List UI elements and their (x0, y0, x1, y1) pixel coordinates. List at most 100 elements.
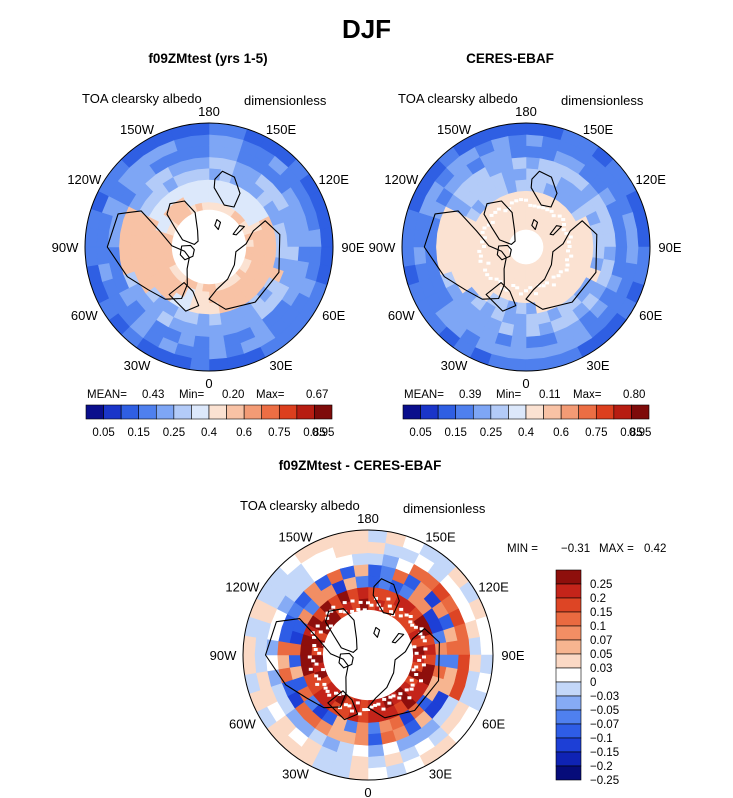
panel3-min-label: MIN = (507, 543, 538, 555)
colorbar-tick-label: 0.85 (303, 427, 325, 439)
colorbar-box (472, 404, 492, 420)
coastline-canada (423, 210, 507, 300)
lon-label-90e: 90E (658, 240, 681, 255)
coastline-canadian-islands (338, 652, 354, 669)
coastlines (423, 170, 598, 312)
colorbar-box (420, 404, 439, 420)
coastline-alaska (485, 282, 517, 312)
colorbar-box (560, 404, 580, 420)
colorbar-box (555, 695, 582, 711)
coastline-siberia (367, 628, 440, 719)
lon-label-90w: 90W (52, 240, 79, 255)
colorbar-box (525, 404, 544, 420)
lon-label-60w: 60W (229, 717, 256, 732)
lon-label-30e: 30E (586, 358, 609, 373)
colorbar-box (543, 404, 562, 420)
colorbar-box (555, 681, 582, 697)
panel3-min-value: −0.31 (561, 543, 591, 555)
colorbar-box (555, 569, 582, 585)
panel1-max-label: Max= (256, 389, 285, 401)
lon-label-60e: 60E (639, 308, 662, 323)
colorbar-box (490, 404, 509, 420)
coastline-canadian-islands (179, 244, 195, 261)
coastline-scandinavia (530, 170, 558, 208)
lon-label-30e: 30E (269, 358, 292, 373)
panel1-polar-map: 180 150E 120E 90E 60E 30E 0 30W 60W 90W 120W 150W (52, 104, 365, 391)
panel1-max-value: 0.67 (306, 389, 329, 401)
lon-label-0: 0 (364, 785, 371, 798)
colorbar-box (120, 404, 140, 420)
lon-label-60w: 60W (388, 308, 415, 323)
panel3-units-label: dimensionless (403, 501, 486, 516)
panel2-mean-label: MEAN= (404, 389, 444, 401)
colorbar-box (138, 404, 157, 420)
colorbar-box (243, 404, 263, 420)
lon-label-180: 180 (515, 104, 537, 119)
colorbar-tick-label: −0.05 (590, 705, 619, 717)
colorbar-tick-label: −0.15 (590, 747, 619, 759)
lon-label-30e: 30E (429, 767, 452, 782)
figure-title: DJF (341, 14, 392, 44)
colorbar-box (555, 723, 582, 739)
colorbar-tick-label: 0.4 (201, 427, 218, 439)
lon-label-120e: 120E (319, 172, 350, 187)
missing-data-pole (508, 229, 544, 265)
coastline-siberia (208, 220, 281, 310)
colorbar-box (578, 404, 597, 420)
coastline-svalbard (214, 219, 222, 231)
coastline-svalbard (531, 219, 539, 231)
lon-label-90e: 90E (341, 240, 364, 255)
panel2-title: CERES-EBAF (466, 51, 554, 66)
colorbar-box (191, 404, 210, 420)
panel2-min-value: 0.11 (539, 389, 561, 401)
lon-label-120e: 120E (478, 580, 509, 595)
colorbar-tick-label: 0.95 (629, 427, 651, 439)
colorbar-box (173, 404, 192, 420)
lon-label-30w: 30W (441, 358, 468, 373)
coastline-novaya-zemlya (391, 632, 405, 644)
colorbar-box (595, 404, 615, 420)
panel3-variable-label: TOA clearsky albedo (240, 498, 360, 513)
colorbar-tick-label: 0.05 (590, 649, 612, 661)
field-layer (402, 123, 650, 371)
coastline-alaska (327, 690, 359, 721)
colorbar-tick-label: 0.25 (590, 579, 612, 591)
coastline-canada (264, 618, 349, 709)
colorbar-box (555, 737, 582, 753)
colorbar-box (278, 404, 298, 420)
lon-label-150e: 150E (583, 122, 614, 137)
lon-label-150w: 150W (437, 122, 472, 137)
colorbar-tick-label: 0.25 (163, 427, 185, 439)
colorbar-tick-label: −0.1 (590, 733, 613, 745)
lon-label-60e: 60E (482, 717, 505, 732)
colorbar-box (555, 639, 582, 655)
lon-label-120w: 120W (384, 172, 419, 187)
lon-label-60e: 60E (322, 308, 345, 323)
coastline-greenland (166, 200, 199, 245)
lon-label-150e: 150E (266, 122, 297, 137)
lon-label-90w: 90W (369, 240, 396, 255)
colorbar-tick-label: 0.2 (590, 593, 606, 605)
coastline-siberia (525, 220, 598, 310)
colorbar-box (437, 404, 457, 420)
colorbar-tick-label: 0 (590, 677, 596, 689)
coastline-alaska (168, 282, 200, 312)
panel2-max-value: 0.80 (623, 389, 646, 401)
colorbar-box (103, 404, 122, 420)
colorbar-box (555, 709, 582, 725)
colorbar-box (208, 404, 227, 420)
coastline-canada (106, 210, 190, 300)
panel1-variable-label: TOA clearsky albedo (82, 91, 202, 106)
colorbar-box (555, 653, 582, 669)
colorbar-tick-label: 0.95 (312, 427, 334, 439)
colorbar-tick-label: 0.4 (518, 427, 535, 439)
coastline-scandinavia (213, 170, 241, 208)
colorbar-box (261, 404, 280, 420)
colorbar-tick-label: −0.03 (590, 691, 619, 703)
map-boundary (401, 122, 651, 372)
colorbar-tick-label: 0.25 (480, 427, 502, 439)
colorbar-box (314, 404, 333, 420)
colorbar-tick-label: 0.15 (590, 607, 612, 619)
map-boundary (242, 529, 494, 781)
colorbar-tick-label: 0.1 (590, 621, 606, 633)
